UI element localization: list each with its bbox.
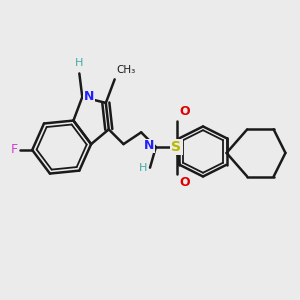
Text: N: N — [84, 91, 94, 103]
Text: CH₃: CH₃ — [116, 65, 135, 75]
Text: O: O — [179, 105, 190, 118]
Text: O: O — [179, 176, 190, 190]
Text: F: F — [11, 143, 17, 157]
Text: H: H — [75, 58, 83, 68]
Text: S: S — [172, 140, 182, 154]
Text: H: H — [139, 163, 147, 173]
Text: N: N — [144, 139, 154, 152]
